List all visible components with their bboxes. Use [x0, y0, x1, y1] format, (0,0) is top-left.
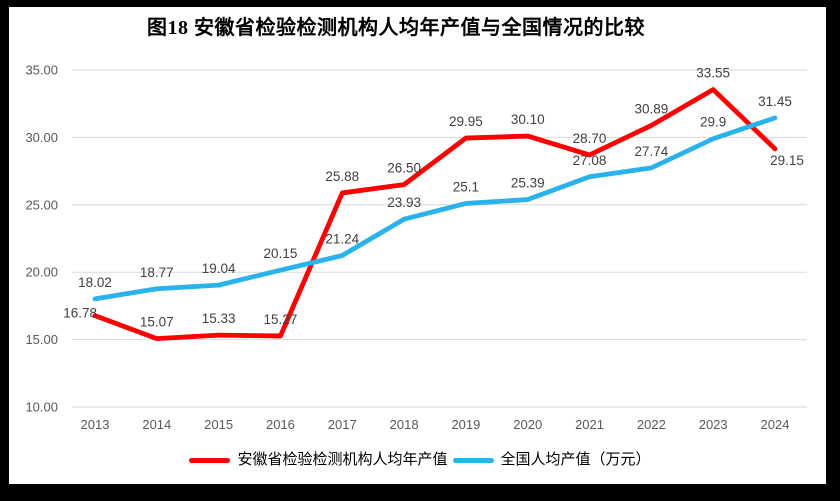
data-label: 33.55: [696, 66, 730, 81]
data-label: 29.9: [700, 115, 726, 130]
x-axis-tick-label: 2023: [699, 417, 728, 432]
legend-line-swatch-red: [189, 457, 231, 463]
x-axis-tick-label: 2020: [513, 417, 542, 432]
data-label: 15.27: [264, 312, 298, 327]
data-label: 21.24: [325, 231, 359, 246]
data-label: 27.74: [634, 144, 668, 159]
chart-title: 图18 安徽省检验检测机构人均年产值与全国情况的比较: [147, 17, 645, 39]
series-line-1: [92, 115, 778, 302]
data-label: 30.10: [511, 112, 545, 127]
x-axis-tick-label: 2016: [266, 417, 295, 432]
data-label: 29.95: [449, 114, 483, 129]
x-axis-tick-label: 2018: [390, 417, 419, 432]
data-label: 27.08: [573, 153, 607, 168]
x-axis-tick-label: 2013: [81, 417, 110, 432]
y-axis-tick-label: 15.00: [25, 332, 58, 347]
data-label: 25.1: [453, 179, 479, 194]
legend-label-anhui: 安徽省检验检测机构人均年产值: [237, 451, 448, 468]
y-axis-tick-label: 20.00: [25, 265, 58, 280]
x-axis-tick-label: 2017: [328, 417, 357, 432]
data-label: 29.15: [770, 153, 804, 168]
y-axis-tick-label: 30.00: [25, 130, 58, 145]
data-label: 15.07: [140, 315, 174, 330]
x-axis-tick-label: 2019: [451, 417, 480, 432]
y-axis-tick-label: 10.00: [25, 400, 58, 415]
legend-item-national: 全国人均产值（万元）: [452, 448, 651, 472]
legend: 安徽省检验检测机构人均年产值 全国人均产值（万元）: [0, 448, 840, 472]
data-label: 25.39: [511, 176, 545, 191]
data-label: 25.88: [325, 169, 359, 184]
data-label: 20.15: [264, 246, 298, 261]
data-label: 23.93: [387, 195, 421, 210]
data-label: 30.89: [634, 101, 668, 116]
x-axis-tick-label: 2022: [637, 417, 666, 432]
x-axis-tick-label: 2015: [204, 417, 233, 432]
y-axis-tick-label: 25.00: [25, 197, 58, 212]
data-label: 31.45: [758, 94, 792, 109]
data-label: 18.02: [78, 275, 112, 290]
data-label: 28.70: [573, 131, 607, 146]
legend-label-national: 全国人均产值（万元）: [500, 451, 651, 468]
chart-surface: [9, 7, 826, 484]
data-label: 18.77: [140, 265, 174, 280]
data-label: 15.33: [202, 311, 236, 326]
y-axis-tick-label: 35.00: [25, 63, 58, 78]
legend-item-anhui: 安徽省检验检测机构人均年产值: [189, 448, 448, 472]
x-axis-tick-label: 2014: [142, 417, 171, 432]
x-axis-tick-label: 2024: [761, 417, 790, 432]
series-line-0: [92, 87, 778, 342]
data-label: 16.78: [63, 306, 97, 321]
x-axis-tick-label: 2021: [575, 417, 604, 432]
legend-line-swatch-blue: [452, 457, 494, 463]
data-label: 19.04: [202, 261, 236, 276]
data-label: 26.50: [387, 161, 421, 176]
